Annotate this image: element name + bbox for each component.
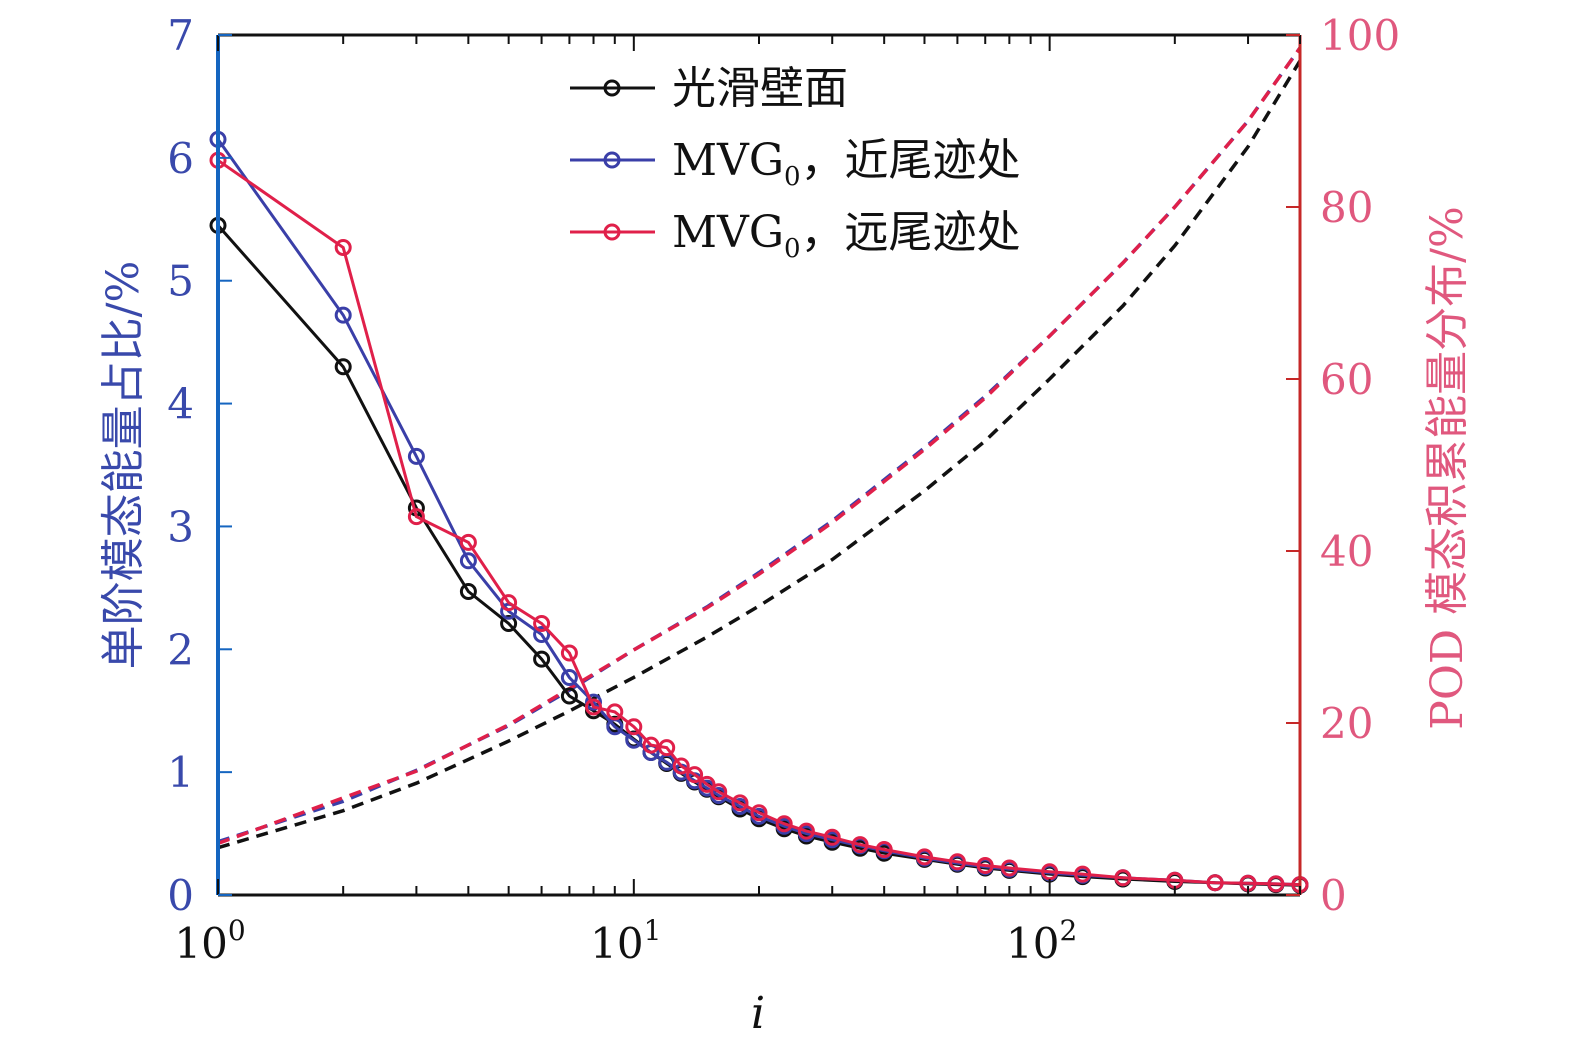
left-y-tick-label-3: 3	[167, 502, 194, 551]
data-point	[1267, 875, 1285, 893]
data-point	[851, 836, 869, 854]
series-line-2	[217, 159, 1301, 887]
data-point	[500, 594, 518, 612]
data-point	[560, 669, 578, 686]
data-point	[710, 783, 728, 801]
axes	[216, 33, 1302, 897]
data-point	[459, 552, 477, 570]
right-y-tick-label-0: 0	[1320, 871, 1347, 920]
data-point	[459, 583, 477, 600]
legend-label-1: MVG0，近尾迹处	[672, 135, 1021, 192]
data-point	[585, 693, 602, 711]
left-y-tick-label-1: 1	[167, 748, 194, 797]
tick-labels: 100 101 102 0 1 2 3 4 5 6 7 0 20 40 60 80 100 i 单阶模态能量占比/%…	[98, 11, 1473, 1039]
right-y-tick-label-3: 60	[1320, 355, 1373, 404]
data-point	[459, 533, 477, 551]
data-point	[407, 447, 425, 465]
data-point	[672, 757, 690, 775]
data-point	[1114, 869, 1132, 887]
right-y-axis-title: POD 模态积累能量分布/%	[1422, 206, 1473, 730]
data-point	[948, 853, 966, 871]
data-point	[560, 644, 578, 662]
data-point	[658, 739, 676, 757]
left-y-tick-label-2: 2	[167, 625, 194, 674]
single-mode-curves	[209, 130, 1309, 894]
data-point	[875, 841, 893, 858]
data-point	[334, 306, 352, 324]
left-y-tick-label-4: 4	[167, 380, 194, 429]
data-point	[916, 848, 933, 866]
x-tick-label-2: 102	[1006, 914, 1077, 968]
data-point	[797, 822, 815, 840]
legend: 光滑壁面 MVG0，近尾迹处 MVG0，远尾迹处	[570, 63, 1021, 264]
left-y-axis-title: 单阶模态能量占比/%	[98, 261, 149, 670]
data-point	[642, 736, 660, 754]
data-point	[1074, 865, 1092, 883]
data-point	[334, 358, 352, 376]
left-y-tick-label-6: 6	[167, 134, 194, 183]
cumulative-line-5	[217, 46, 1302, 846]
data-point	[585, 698, 602, 716]
data-point	[334, 239, 352, 256]
x-tick-label-1: 101	[590, 914, 661, 968]
right-y-tick-label-1: 20	[1320, 699, 1373, 748]
legend-marker-0	[603, 79, 621, 97]
legend-marker-1	[603, 151, 621, 169]
data-point	[976, 857, 994, 874]
left-y-tick-label-7: 7	[167, 11, 194, 60]
data-point	[775, 815, 793, 833]
data-point	[698, 775, 716, 793]
cumulative-line-3	[217, 59, 1302, 850]
legend-label-2: MVG0，远尾迹处	[672, 207, 1021, 264]
left-y-tick-label-5: 5	[167, 257, 194, 306]
data-point	[1206, 874, 1224, 892]
data-point	[533, 626, 551, 643]
data-point	[606, 703, 624, 721]
data-point	[1000, 859, 1018, 877]
data-point	[750, 804, 768, 822]
data-point	[823, 828, 841, 846]
x-tick-label-0: 100	[174, 914, 245, 968]
data-point	[500, 615, 518, 632]
data-point	[625, 718, 643, 736]
left-y-tick-label-0: 0	[167, 871, 194, 920]
data-point	[731, 794, 749, 812]
right-y-tick-label-4: 80	[1320, 183, 1373, 232]
data-point	[686, 766, 704, 784]
legend-label-0: 光滑壁面	[672, 63, 848, 114]
data-point	[407, 508, 425, 526]
right-y-tick-label-5: 100	[1320, 11, 1400, 60]
legend-marker-2	[603, 223, 621, 241]
data-point	[1041, 863, 1059, 881]
data-point	[560, 687, 578, 705]
data-point	[533, 650, 551, 668]
cumulative-curves	[217, 46, 1302, 850]
right-y-tick-label-2: 40	[1320, 527, 1373, 576]
data-point	[533, 615, 551, 632]
x-axis-title: i	[751, 988, 765, 1039]
